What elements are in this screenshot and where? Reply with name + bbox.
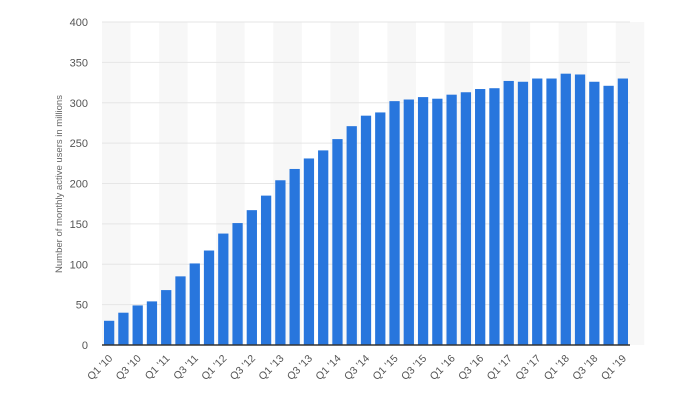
bar <box>560 73 571 346</box>
bars <box>103 73 629 346</box>
bar <box>603 85 614 345</box>
bar <box>118 312 129 345</box>
bar <box>446 94 457 345</box>
bar <box>389 101 400 345</box>
bar <box>332 139 343 345</box>
x-tick-label: Q3 '17 <box>513 353 543 383</box>
x-tick-label: Q3 '12 <box>228 353 258 383</box>
bar <box>318 150 329 345</box>
y-tick-label: 400 <box>70 17 88 29</box>
bar <box>232 223 243 345</box>
y-tick-label: 250 <box>70 138 88 150</box>
x-tick-label: Q3 '10 <box>114 353 144 383</box>
bar <box>103 320 115 345</box>
y-tick-label: 50 <box>76 300 88 312</box>
x-tick-label: Q3 '13 <box>285 353 315 383</box>
x-tick-label: Q1 '16 <box>428 353 458 383</box>
y-tick-label: 100 <box>70 259 88 271</box>
x-tick-label: Q3 '18 <box>570 353 600 383</box>
y-axis-label: Number of monthly active users in millio… <box>54 95 65 273</box>
bar <box>289 168 300 345</box>
bar <box>175 276 186 345</box>
x-tick-label: Q1 '13 <box>256 353 286 383</box>
bar <box>574 74 586 346</box>
x-tick-label: Q3 '15 <box>399 353 429 383</box>
x-tick-label: Q1 '14 <box>313 353 343 383</box>
bar <box>432 98 443 346</box>
bar <box>546 78 557 346</box>
bar <box>532 78 543 346</box>
bar <box>303 158 315 345</box>
x-tick-label: Q1 '18 <box>542 353 572 383</box>
bar <box>589 81 600 345</box>
bar <box>617 78 629 346</box>
bar <box>260 195 272 345</box>
x-tick-label: Q3 '11 <box>171 353 201 383</box>
bar <box>375 112 386 345</box>
bar <box>189 263 200 345</box>
x-tick-label: Q3 '14 <box>342 353 372 383</box>
y-axis: 0 50 100 150 200 250 300 350 400 <box>70 17 88 352</box>
bar <box>146 301 158 345</box>
x-tick-label: Q1 '12 <box>199 353 229 383</box>
bar <box>403 99 414 346</box>
bar <box>218 233 229 345</box>
y-tick-label: 200 <box>70 179 88 191</box>
x-tick-label: Q3 '16 <box>456 353 486 383</box>
y-tick-label: 0 <box>82 340 88 352</box>
x-tick-label: Q1 '10 <box>85 353 115 383</box>
bar <box>503 80 514 345</box>
bar <box>517 81 529 345</box>
bar <box>360 115 372 345</box>
bar <box>132 305 143 345</box>
y-tick-label: 350 <box>70 57 88 69</box>
x-tick-label: Q1 '11 <box>143 353 173 383</box>
bar <box>246 210 257 345</box>
bar <box>460 92 472 345</box>
bar <box>417 97 429 345</box>
x-tick-label: Q1 '17 <box>485 353 515 383</box>
bar <box>275 180 286 345</box>
bar <box>161 290 172 345</box>
bar <box>203 250 215 345</box>
x-tick-label: Q1 '19 <box>599 353 629 383</box>
x-tick-label: Q1 '15 <box>371 353 401 383</box>
bar <box>346 126 357 345</box>
y-tick-label: 300 <box>70 98 88 110</box>
bar <box>489 88 500 345</box>
bar <box>475 89 486 346</box>
y-tick-label: 150 <box>70 219 88 231</box>
